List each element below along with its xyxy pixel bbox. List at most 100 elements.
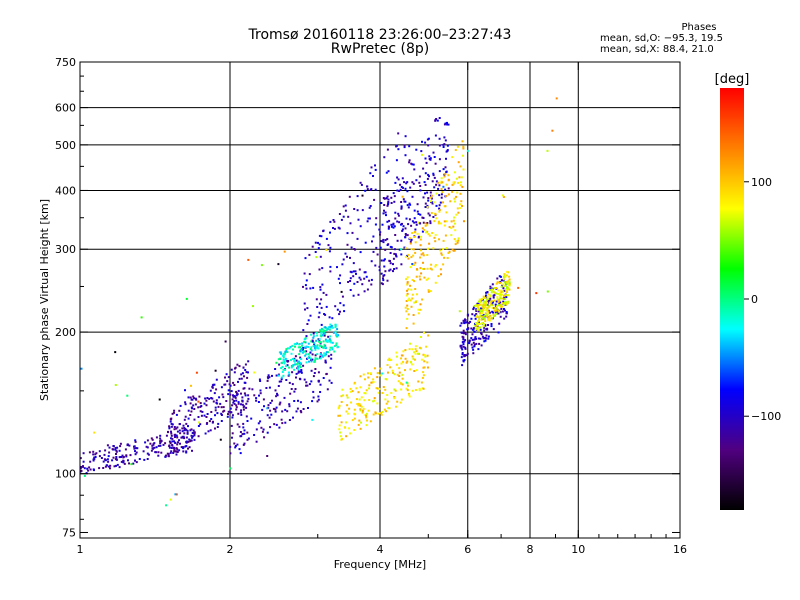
data-point: [364, 271, 367, 274]
data-point: [297, 361, 300, 364]
data-point: [400, 186, 403, 188]
data-point: [372, 175, 374, 177]
data-point: [508, 282, 511, 285]
data-point: [447, 187, 450, 190]
data-point: [205, 416, 208, 418]
data-point: [462, 343, 465, 346]
data-point: [275, 406, 278, 409]
data-point: [158, 398, 161, 401]
data-point: [329, 325, 332, 328]
data-point: [402, 225, 405, 228]
data-point: [474, 317, 477, 320]
data-point: [421, 216, 424, 219]
data-point: [385, 197, 388, 200]
data-point: [183, 432, 186, 435]
data-point: [299, 366, 302, 369]
data-point: [445, 170, 448, 173]
data-point: [428, 234, 431, 237]
data-point: [325, 305, 328, 308]
data-point: [413, 351, 416, 354]
data-point: [487, 293, 490, 296]
data-point: [342, 205, 345, 208]
data-point: [135, 447, 138, 450]
data-point: [164, 455, 167, 458]
x-axis: 1 2 4 6 8 10 16: [77, 62, 687, 556]
data-point: [483, 340, 486, 343]
data-point: [189, 402, 192, 405]
data-point: [488, 289, 491, 291]
data-point: [299, 349, 302, 352]
x-tick-label: 16: [673, 543, 687, 556]
data-point: [277, 263, 280, 266]
data-point: [328, 328, 331, 331]
data-point: [283, 362, 286, 365]
data-point: [478, 308, 481, 311]
data-point: [390, 392, 393, 394]
data-point: [387, 198, 390, 201]
data-point: [381, 410, 384, 413]
data-point: [190, 428, 193, 431]
data-point: [327, 355, 330, 358]
data-point: [331, 326, 334, 329]
data-point: [389, 262, 392, 265]
data-point: [349, 280, 352, 282]
data-point: [318, 268, 321, 271]
data-point: [213, 392, 216, 395]
data-point: [396, 189, 399, 192]
data-point: [422, 196, 425, 199]
data-point: [453, 238, 456, 241]
data-point: [427, 290, 430, 293]
data-point: [413, 301, 416, 304]
data-point: [290, 388, 293, 390]
data-point: [289, 359, 292, 362]
data-point: [283, 396, 286, 399]
data-point: [297, 346, 300, 349]
data-point: [423, 354, 426, 357]
data-point: [311, 400, 314, 403]
data-point: [483, 326, 486, 329]
data-point: [376, 402, 379, 405]
data-point: [476, 314, 479, 317]
data-point: [462, 168, 465, 171]
data-point: [394, 211, 397, 214]
data-point: [426, 254, 429, 256]
data-point: [157, 454, 160, 457]
data-point: [288, 381, 291, 384]
data-point: [284, 368, 287, 371]
data-point: [170, 425, 173, 428]
data-point: [413, 370, 416, 372]
data-point: [310, 360, 313, 363]
data-point: [220, 414, 223, 416]
data-point: [185, 422, 188, 425]
data-point: [458, 310, 461, 313]
data-point: [411, 348, 414, 351]
data-point: [383, 204, 386, 206]
data-point: [318, 340, 321, 343]
data-point: [310, 358, 312, 361]
data-point: [169, 420, 172, 423]
data-point: [479, 312, 481, 315]
colorbar-tick-label: 100: [751, 176, 772, 189]
data-point: [205, 404, 208, 407]
data-point: [380, 202, 383, 204]
data-point: [490, 323, 493, 325]
data-point: [381, 283, 384, 286]
data-point: [480, 332, 483, 334]
data-point: [189, 396, 192, 399]
data-point: [487, 310, 490, 313]
data-point: [493, 287, 496, 289]
data-point: [178, 423, 181, 426]
data-point: [438, 210, 441, 213]
data-point: [452, 225, 455, 228]
data-point: [329, 346, 332, 349]
data-point: [434, 162, 437, 165]
data-point: [109, 464, 112, 467]
data-point: [375, 246, 378, 249]
data-point: [418, 181, 421, 184]
data-point: [367, 409, 370, 412]
data-point: [438, 204, 441, 207]
data-point: [408, 395, 411, 398]
data-point: [279, 358, 282, 360]
data-point: [346, 404, 349, 407]
data-point: [244, 363, 247, 366]
